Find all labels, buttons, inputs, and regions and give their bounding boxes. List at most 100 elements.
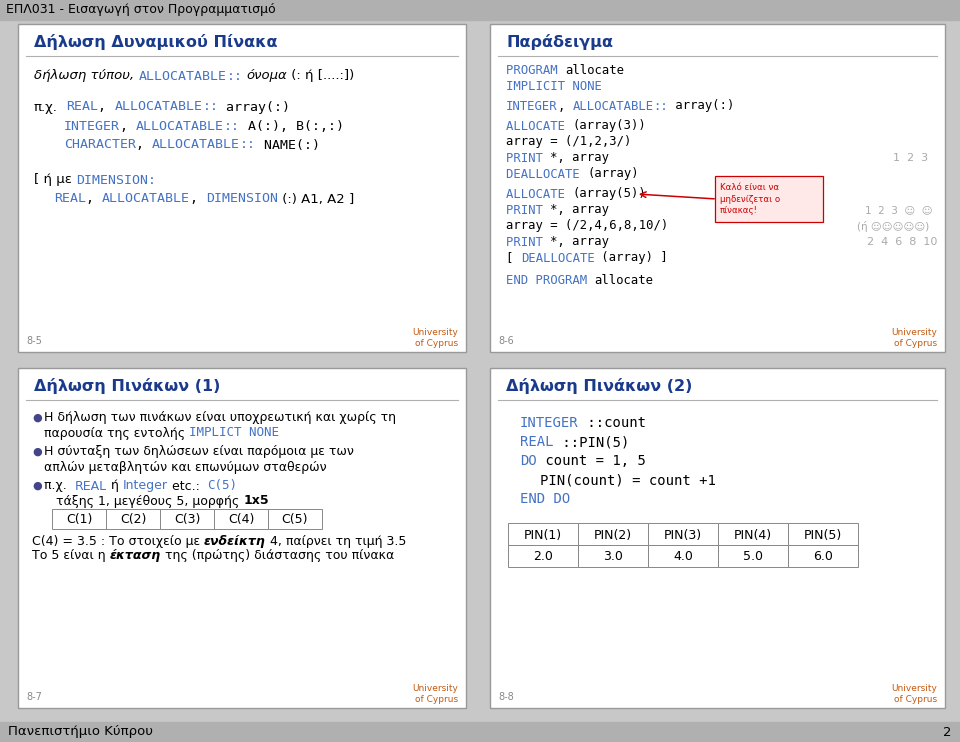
Bar [578,523,648,545]
Text: END DO: END DO [520,492,570,506]
Text: INTEGER: INTEGER [64,119,120,133]
Text: ,: , [86,192,102,206]
Text: etc.:: etc.: [168,479,207,493]
Text: (array(5)): (array(5)) [572,188,646,200]
Text: 8-5: 8-5 [26,336,42,346]
Text: allocate: allocate [565,64,624,76]
Text: Το 5 είναι η: Το 5 είναι η [32,550,109,562]
Text: C(4): C(4) [228,513,254,527]
Text: C(2): C(2) [120,513,146,527]
Text: 2.0: 2.0 [533,551,553,563]
Text: έκταση: έκταση [109,550,160,562]
Text: University
of Cyprus: University of Cyprus [891,328,937,348]
Text: [: [ [506,252,520,264]
Text: ●: ● [32,447,41,457]
Text: INTEGER: INTEGER [520,416,579,430]
Text: ALLOCATABLE: ALLOCATABLE [152,139,240,151]
Text: DIMENSION: DIMENSION [76,174,148,186]
Text: ή: ή [107,479,123,493]
Text: *, array: *, array [550,235,610,249]
Text: IMPLICIT NONE: IMPLICIT NONE [506,79,602,93]
Text: DEALLOCATE: DEALLOCATE [506,168,588,180]
Bar [490,368,945,708]
Text: PIN(3): PIN(3) [664,528,702,542]
Text: (array): (array) [588,168,638,180]
Text: [ ή με: [ ή με [34,174,76,186]
Text: Δήλωση Πινάκων (2): Δήλωση Πινάκων (2) [506,378,692,394]
Text: REAL: REAL [54,192,86,206]
Text: ,: , [558,99,572,113]
Text: Παράδειγμα: Παράδειγμα [506,34,613,50]
Bar [648,523,718,545]
Text: ALLOCATABLE: ALLOCATABLE [114,100,203,114]
Text: ::: :: [224,119,240,133]
Bar [508,545,578,567]
Bar [18,368,466,708]
Bar [715,176,823,222]
Text: Η δήλωση των πινάκων είναι υποχρεωτική και χωρίς τη: Η δήλωση των πινάκων είναι υποχρεωτική κ… [44,412,396,424]
Text: NAME(:): NAME(:) [256,139,320,151]
Text: :: : [148,174,156,186]
Text: ::: :: [654,99,668,113]
Text: Πανεπιστήμιο Κύπρου: Πανεπιστήμιο Κύπρου [8,726,153,738]
Text: ::count: ::count [579,416,646,430]
Text: array = (/1,2,3/): array = (/1,2,3/) [506,136,632,148]
Text: π.χ.: π.χ. [44,479,75,493]
Text: array = (/2,4,6,8,10/): array = (/2,4,6,8,10/) [506,220,668,232]
Text: University
of Cyprus: University of Cyprus [412,328,458,348]
Text: ,: , [120,119,136,133]
Text: όνομα: όνομα [247,70,287,82]
Text: University
of Cyprus: University of Cyprus [891,684,937,704]
Text: ALLOCATABLE: ALLOCATABLE [572,99,654,113]
Bar [648,545,718,567]
Text: DIMENSION: DIMENSION [206,192,278,206]
Text: ALLOCATE: ALLOCATE [506,119,572,133]
Text: τάξης 1, μεγέθους 5, μορφής: τάξης 1, μεγέθους 5, μορφής [56,494,243,508]
Bar [106,509,160,529]
Bar [490,24,945,352]
Bar [18,24,466,352]
Text: PRINT: PRINT [506,235,550,249]
Text: PIN(1): PIN(1) [524,528,562,542]
Text: count = 1, 5: count = 1, 5 [537,454,646,468]
Text: (array(3)): (array(3)) [572,119,646,133]
Text: University
of Cyprus: University of Cyprus [412,684,458,704]
Text: ::PIN(5): ::PIN(5) [554,435,629,449]
Text: ALLOCATABLE: ALLOCATABLE [102,192,190,206]
Text: Integer: Integer [123,479,168,493]
Text: απλών μεταβλητών και επωνύμων σταθερών: απλών μεταβλητών και επωνύμων σταθερών [44,461,326,473]
Text: PROGRAM: PROGRAM [506,64,565,76]
Text: INTEGER: INTEGER [506,99,558,113]
Text: ΕΠΛ031 - Εισαγωγή στον Προγραμματισμό: ΕΠΛ031 - Εισαγωγή στον Προγραμματισμό [6,4,276,16]
Text: 8-8: 8-8 [498,692,514,702]
Text: 2  4  6  8  10: 2 4 6 8 10 [867,237,937,247]
Text: π.χ.: π.χ. [34,100,58,114]
Text: ALLOCATABLE: ALLOCATABLE [136,119,224,133]
Text: PRINT: PRINT [506,151,550,165]
Text: της (πρώτης) διάστασης του πίνακα: της (πρώτης) διάστασης του πίνακα [160,550,394,562]
Bar [0,0,960,20]
Text: 8-7: 8-7 [26,692,42,702]
Bar [214,509,268,529]
Text: Η σύνταξη των δηλώσεων είναι παρόμοια με των: Η σύνταξη των δηλώσεων είναι παρόμοια με… [44,445,354,459]
Text: παρουσία της εντολής: παρουσία της εντολής [44,427,189,439]
Text: (:) A1, A2 ]: (:) A1, A2 ] [278,192,354,206]
Text: PIN(4): PIN(4) [734,528,772,542]
Text: A(:), B(:,:): A(:), B(:,:) [240,119,344,133]
Text: allocate: allocate [594,274,654,286]
Text: PRINT: PRINT [506,203,550,217]
Text: C(5): C(5) [207,479,238,493]
Text: 4.0: 4.0 [673,551,693,563]
Text: *, array: *, array [550,151,610,165]
Bar [788,545,858,567]
Text: PIN(5): PIN(5) [804,528,842,542]
Text: Δήλωση Πινάκων (1): Δήλωση Πινάκων (1) [34,378,221,394]
Text: (: ή [....:]): (: ή [....:]) [287,70,354,82]
Text: ::: :: [227,70,242,82]
Text: ::: :: [203,100,218,114]
Text: ●: ● [32,413,41,423]
Text: REAL: REAL [66,100,98,114]
Bar [160,509,214,529]
Text: ,: , [98,100,114,114]
Text: δήλωση τύπου,: δήλωση τύπου, [34,70,138,82]
